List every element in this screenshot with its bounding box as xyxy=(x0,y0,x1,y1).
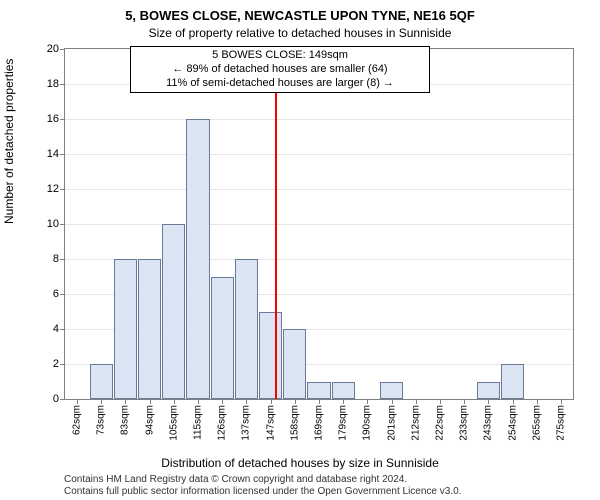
ytick-mark xyxy=(60,154,65,155)
xtick-label: 201sqm xyxy=(386,405,397,441)
ytick-mark xyxy=(60,259,65,260)
xtick-label: 233sqm xyxy=(459,405,470,441)
gridline xyxy=(65,224,573,225)
histogram-chart: 5, BOWES CLOSE, NEWCASTLE UPON TYNE, NE1… xyxy=(0,0,600,500)
ytick-label: 8 xyxy=(53,253,59,265)
histogram-bar xyxy=(259,312,282,400)
xtick-mark xyxy=(271,399,272,404)
xtick-label: 147sqm xyxy=(265,405,276,441)
xtick-mark xyxy=(295,399,296,404)
xtick-label: 275sqm xyxy=(555,405,566,441)
xtick-mark xyxy=(416,399,417,404)
xtick-label: 254sqm xyxy=(507,405,518,441)
xtick-mark xyxy=(488,399,489,404)
ytick-label: 2 xyxy=(53,358,59,370)
histogram-bar xyxy=(162,224,185,399)
gridline xyxy=(65,154,573,155)
ytick-mark xyxy=(60,364,65,365)
ytick-mark xyxy=(60,329,65,330)
histogram-bar xyxy=(138,259,161,399)
xtick-label: 105sqm xyxy=(168,405,179,441)
histogram-bar xyxy=(477,382,500,400)
ytick-label: 12 xyxy=(47,183,59,195)
xtick-label: 265sqm xyxy=(531,405,542,441)
xtick-label: 73sqm xyxy=(96,405,107,435)
xtick-mark xyxy=(513,399,514,404)
xtick-label: 212sqm xyxy=(410,405,421,441)
footnote-line: Contains HM Land Registry data © Crown c… xyxy=(64,474,580,486)
ytick-mark xyxy=(60,49,65,50)
reference-line xyxy=(275,49,277,399)
annotation-line: 11% of semi-detached houses are larger (… xyxy=(135,77,425,91)
ytick-mark xyxy=(60,399,65,400)
xtick-mark xyxy=(464,399,465,404)
footnote: Contains HM Land Registry data © Crown c… xyxy=(64,474,580,498)
ytick-mark xyxy=(60,224,65,225)
xtick-label: 115sqm xyxy=(193,405,204,440)
ytick-label: 4 xyxy=(53,323,59,335)
xtick-mark xyxy=(537,399,538,404)
gridline xyxy=(65,119,573,120)
xtick-label: 94sqm xyxy=(144,405,155,435)
xtick-label: 137sqm xyxy=(241,405,252,441)
chart-title: 5, BOWES CLOSE, NEWCASTLE UPON TYNE, NE1… xyxy=(0,8,600,23)
histogram-bar xyxy=(501,364,524,399)
xtick-label: 62sqm xyxy=(72,405,83,435)
ytick-mark xyxy=(60,119,65,120)
xtick-mark xyxy=(246,399,247,404)
ytick-label: 0 xyxy=(53,393,59,405)
xtick-mark xyxy=(198,399,199,404)
ytick-label: 18 xyxy=(47,78,59,90)
chart-subtitle: Size of property relative to detached ho… xyxy=(0,26,600,40)
xtick-mark xyxy=(343,399,344,404)
xtick-mark xyxy=(222,399,223,404)
annotation-line: ← 89% of detached houses are smaller (64… xyxy=(135,63,425,77)
xtick-label: 158sqm xyxy=(289,405,300,441)
plot-area: 0246810121416182062sqm73sqm83sqm94sqm105… xyxy=(64,48,574,400)
annotation-box: 5 BOWES CLOSE: 149sqm ← 89% of detached … xyxy=(130,46,430,93)
histogram-bar xyxy=(332,382,355,400)
xtick-label: 179sqm xyxy=(338,405,349,441)
xtick-label: 169sqm xyxy=(314,405,325,441)
xtick-mark xyxy=(174,399,175,404)
xtick-label: 83sqm xyxy=(120,405,131,435)
xtick-label: 222sqm xyxy=(434,405,445,441)
ytick-label: 10 xyxy=(47,218,59,230)
ytick-label: 14 xyxy=(47,148,59,160)
xtick-mark xyxy=(77,399,78,404)
ytick-label: 6 xyxy=(53,288,59,300)
ytick-mark xyxy=(60,294,65,295)
xtick-label: 190sqm xyxy=(362,405,373,441)
gridline xyxy=(65,189,573,190)
ytick-mark xyxy=(60,189,65,190)
footnote-line: Contains full public sector information … xyxy=(64,486,580,498)
xtick-mark xyxy=(319,399,320,404)
ytick-mark xyxy=(60,84,65,85)
annotation-line: 5 BOWES CLOSE: 149sqm xyxy=(135,49,425,63)
xtick-mark xyxy=(101,399,102,404)
histogram-bar xyxy=(307,382,330,400)
histogram-bar xyxy=(211,277,234,400)
xtick-mark xyxy=(367,399,368,404)
x-axis-label: Distribution of detached houses by size … xyxy=(0,456,600,470)
xtick-mark xyxy=(150,399,151,404)
histogram-bar xyxy=(380,382,403,400)
xtick-label: 243sqm xyxy=(483,405,494,441)
histogram-bar xyxy=(114,259,137,399)
xtick-mark xyxy=(392,399,393,404)
histogram-bar xyxy=(283,329,306,399)
ytick-label: 16 xyxy=(47,113,59,125)
y-axis-label: Number of detached properties xyxy=(2,59,16,224)
ytick-label: 20 xyxy=(47,43,59,55)
xtick-mark xyxy=(440,399,441,404)
xtick-mark xyxy=(561,399,562,404)
xtick-label: 126sqm xyxy=(217,405,228,441)
histogram-bar xyxy=(235,259,258,399)
histogram-bar xyxy=(90,364,113,399)
xtick-mark xyxy=(125,399,126,404)
histogram-bar xyxy=(186,119,209,399)
